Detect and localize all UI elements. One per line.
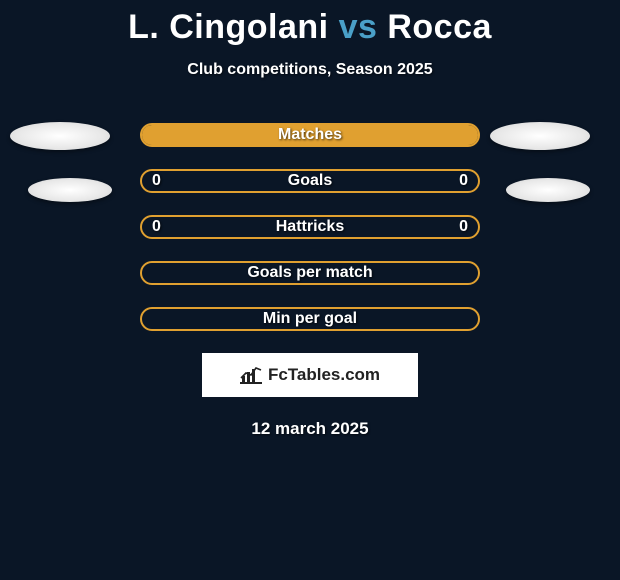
decorative-ellipse: [506, 178, 590, 202]
stat-bar: 2Matches: [140, 123, 480, 147]
stat-label: Goals: [142, 172, 478, 190]
subtitle: Club competitions, Season 2025: [0, 61, 620, 79]
decorative-ellipse: [490, 122, 590, 150]
stats-rows: 2Matches00Goals00HattricksGoals per matc…: [0, 123, 620, 331]
date-label: 12 march 2025: [0, 419, 620, 439]
chart-icon: [240, 366, 262, 384]
stat-bar: Min per goal: [140, 307, 480, 331]
player-left-name: L. Cingolani: [128, 8, 329, 46]
source-badge: FcTables.com: [202, 353, 418, 397]
stat-row: 0 0Hattricks: [0, 215, 620, 239]
stat-label: Hattricks: [142, 218, 478, 236]
stat-value-right: 0: [459, 218, 468, 236]
title-vs: vs: [339, 8, 378, 46]
stat-value-left: 0: [152, 218, 161, 236]
decorative-ellipse: [28, 178, 112, 202]
stat-bar: 0 0Goals: [140, 169, 480, 193]
decorative-ellipse: [10, 122, 110, 150]
stat-bar: Goals per match: [140, 261, 480, 285]
stat-bar-fill-right: [142, 125, 478, 145]
stat-label: Min per goal: [142, 310, 478, 328]
stat-value-right: 0: [459, 172, 468, 190]
stat-value-left: 0: [152, 172, 161, 190]
comparison-title: L. Cingolani vs Rocca: [0, 0, 620, 47]
stat-label: Goals per match: [142, 264, 478, 282]
stat-row: Goals per match: [0, 261, 620, 285]
source-badge-text: FcTables.com: [268, 365, 380, 385]
stat-row: Min per goal: [0, 307, 620, 331]
player-right-name: Rocca: [387, 8, 492, 46]
stat-bar: 0 0Hattricks: [140, 215, 480, 239]
